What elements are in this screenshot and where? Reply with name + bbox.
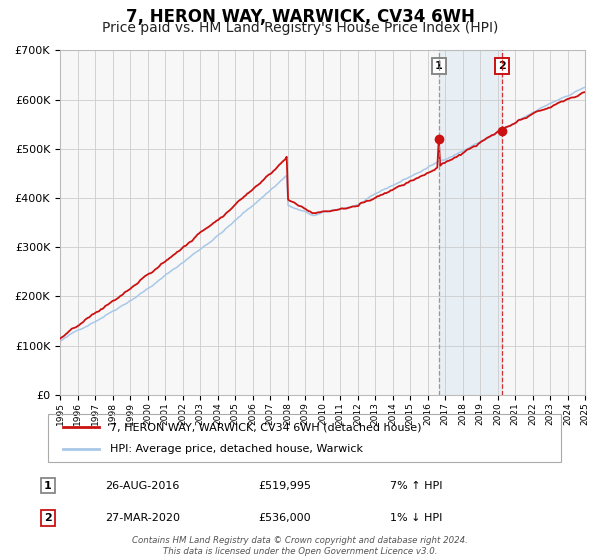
Text: 7% ↑ HPI: 7% ↑ HPI: [390, 480, 443, 491]
Bar: [439, 50, 502, 395]
Text: £519,995: £519,995: [258, 480, 311, 491]
Text: £536,000: £536,000: [258, 513, 311, 523]
Text: 27-MAR-2020: 27-MAR-2020: [105, 513, 180, 523]
Text: 2: 2: [44, 513, 52, 523]
Text: 1: 1: [435, 60, 443, 71]
Text: 1: 1: [44, 480, 52, 491]
Text: 1% ↓ HPI: 1% ↓ HPI: [390, 513, 442, 523]
Text: 26-AUG-2016: 26-AUG-2016: [105, 480, 179, 491]
Text: 2: 2: [498, 60, 506, 71]
Text: HPI: Average price, detached house, Warwick: HPI: Average price, detached house, Warw…: [110, 444, 362, 454]
Text: Price paid vs. HM Land Registry's House Price Index (HPI): Price paid vs. HM Land Registry's House …: [102, 21, 498, 35]
Text: Contains HM Land Registry data © Crown copyright and database right 2024.
This d: Contains HM Land Registry data © Crown c…: [132, 536, 468, 556]
Text: 7, HERON WAY, WARWICK, CV34 6WH: 7, HERON WAY, WARWICK, CV34 6WH: [125, 8, 475, 26]
Text: 7, HERON WAY, WARWICK, CV34 6WH (detached house): 7, HERON WAY, WARWICK, CV34 6WH (detache…: [110, 422, 421, 432]
